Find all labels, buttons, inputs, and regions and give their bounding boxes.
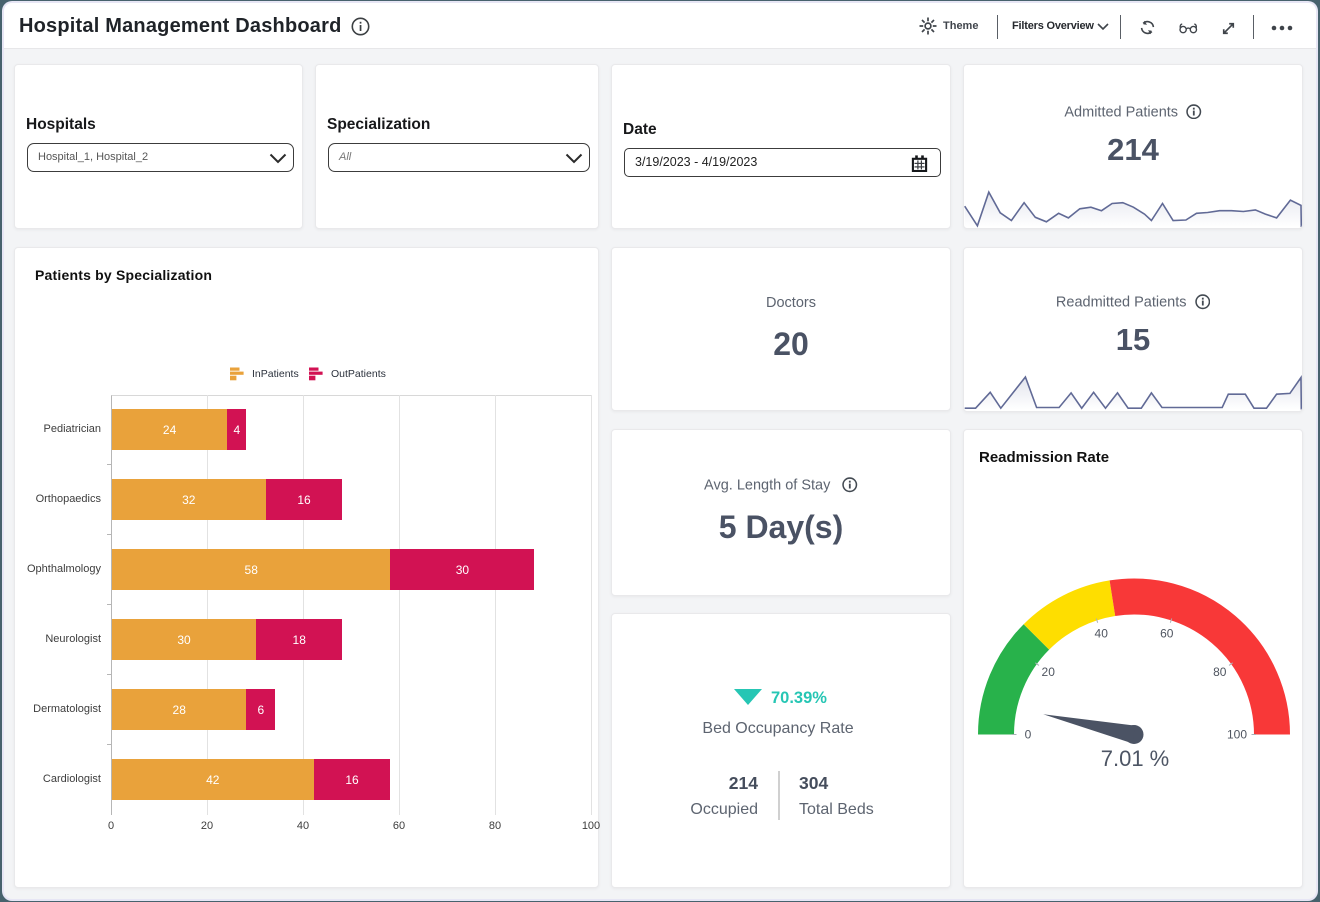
svg-text:80: 80 xyxy=(1213,665,1227,679)
svg-text:60: 60 xyxy=(1160,627,1174,641)
svg-text:20: 20 xyxy=(1042,665,1056,679)
svg-text:40: 40 xyxy=(1095,627,1109,641)
svg-text:0: 0 xyxy=(1025,728,1032,742)
svg-text:100: 100 xyxy=(1227,728,1247,742)
svg-text:7.01 %: 7.01 % xyxy=(1101,746,1170,771)
